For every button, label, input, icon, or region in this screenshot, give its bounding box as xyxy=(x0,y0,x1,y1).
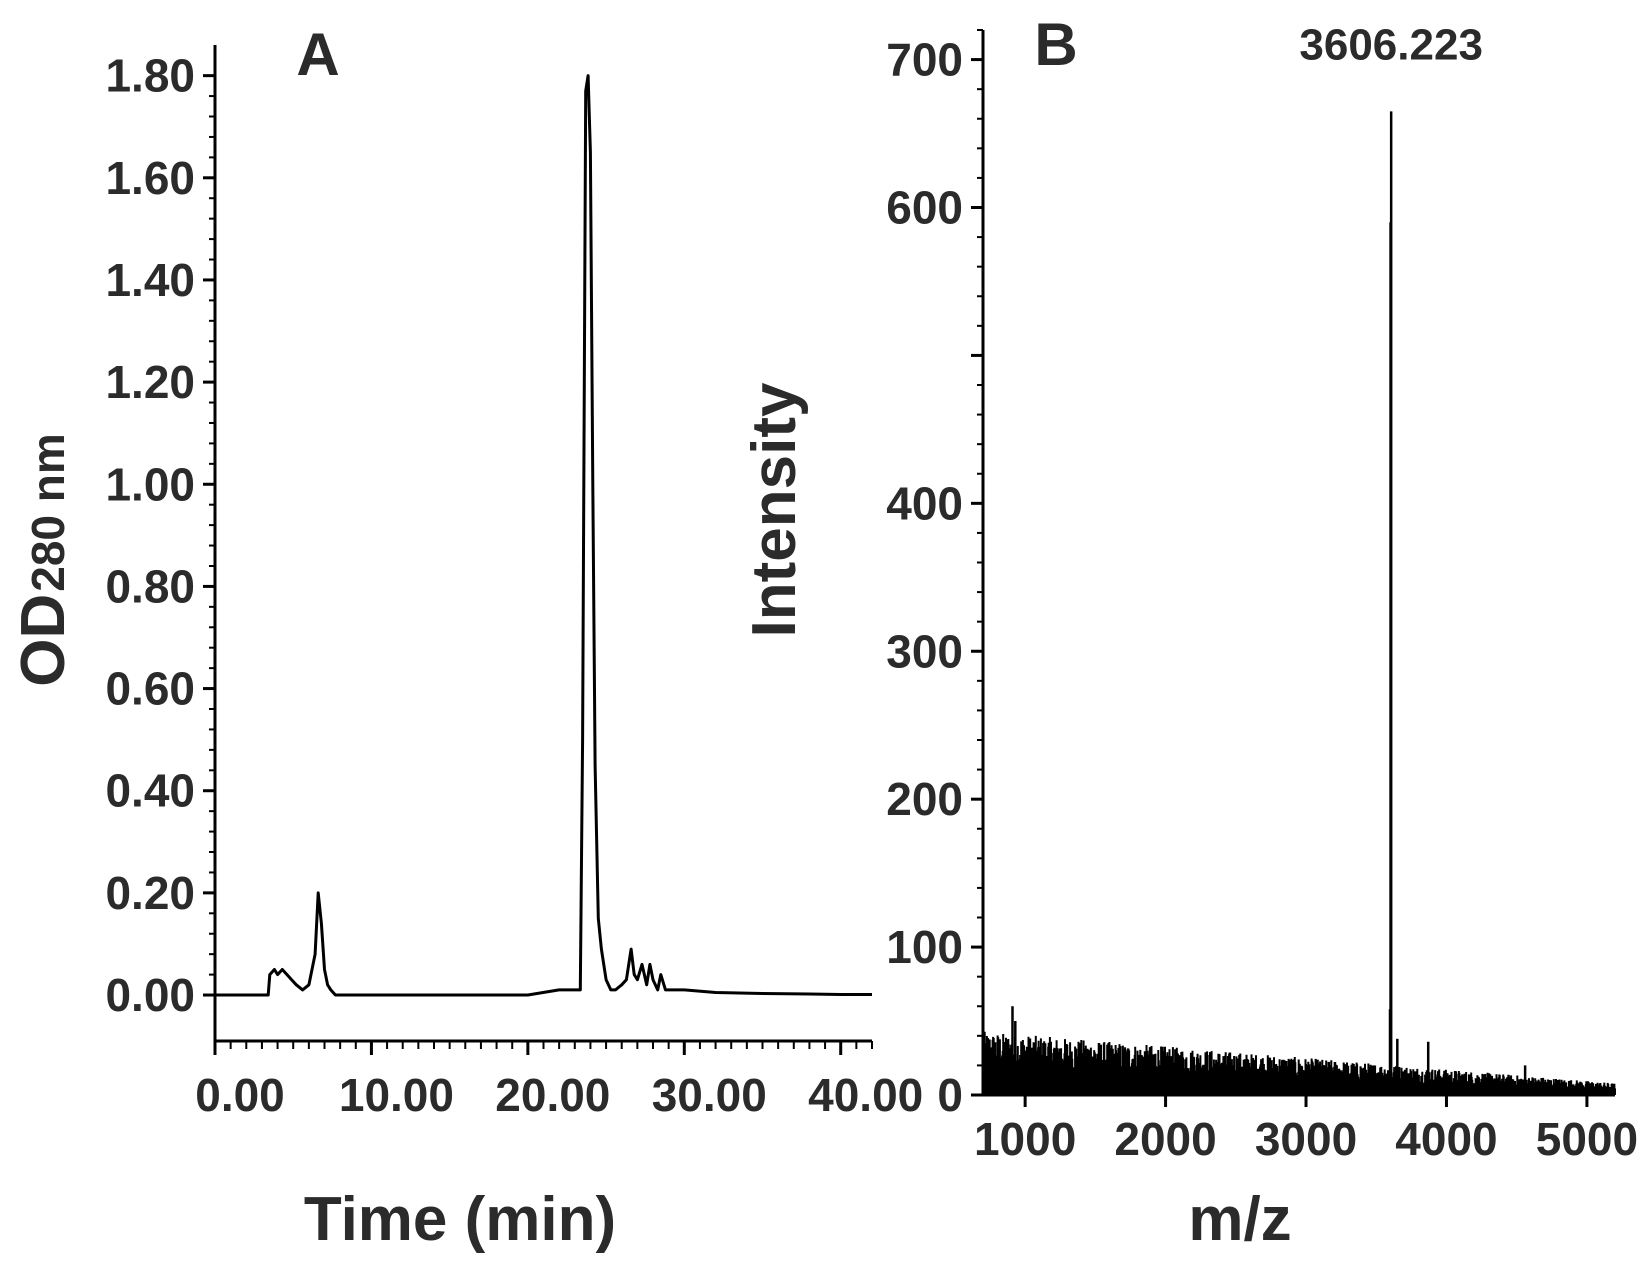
panel-a-x-axis-title: Time (min) xyxy=(304,1185,616,1254)
panel-a-y-tick-label: 0.80 xyxy=(105,560,195,612)
panel-a-x-tick-label: 40.00 xyxy=(808,1069,923,1121)
panel-a-x-ticks: 0.00 10.00 20.00 30.00 40.00 xyxy=(195,1041,923,1121)
panel-a-y-axis-title: OD280 nm xyxy=(9,433,78,687)
panel-b-x-tick-label: 2000 xyxy=(1114,1113,1216,1165)
panel-a-x-tick-label: 30.00 xyxy=(652,1069,767,1121)
panel-b-x-axis-title: m/z xyxy=(1188,1185,1291,1254)
panel-b-x-tick-label: 5000 xyxy=(1536,1113,1638,1165)
panel-b-y-ticks: 0 100 200 300 400 600 700 xyxy=(886,29,983,1121)
panel-b-x-ticks: 1000 2000 3000 4000 5000 xyxy=(974,1095,1638,1165)
panel-a-y-tick-label: 0.40 xyxy=(105,765,195,817)
panel-b-y-tick-label: 0 xyxy=(937,1069,963,1121)
panel-a-trace xyxy=(215,74,872,997)
panel-b-y-tick-label: 200 xyxy=(886,773,963,825)
panel-b-noise-trace xyxy=(982,1031,1616,1095)
panel-b-x-tick-label: 4000 xyxy=(1395,1113,1497,1165)
panel-a-y-ticks: 0.00 0.20 0.40 0.60 0.80 1.00 1.20 1.40 1.60 1.80 xyxy=(105,50,215,1021)
panel-a-x-tick-label: 0.00 xyxy=(195,1069,285,1121)
panel-b-peaks xyxy=(1011,111,1527,1095)
panel-b-y-tick-label: 700 xyxy=(886,34,963,86)
panel-b-noise-path xyxy=(982,1031,1616,1095)
panel-a-y-tick-label: 1.40 xyxy=(105,254,195,306)
panel-b-x-tick-label: 1000 xyxy=(974,1113,1076,1165)
panel-a-y-tick-label: 1.00 xyxy=(105,458,195,510)
panel-b-peak-label: 3606.223 xyxy=(1299,21,1483,70)
panel-a-chromatogram: A 0.00 0.20 0.40 0.60 0.80 1.00 1.20 1.40 1.60 1.… xyxy=(9,21,923,1254)
panel-b-y-axis-title: Intensity xyxy=(740,382,809,637)
panel-b-y-tick-label: 100 xyxy=(886,921,963,973)
panel-a-y-axis-title-main: OD xyxy=(9,594,78,687)
panel-a-x-tick-label: 10.00 xyxy=(339,1069,454,1121)
panel-b-y-tick-label: 600 xyxy=(886,182,963,234)
panel-a-y-tick-label: 1.20 xyxy=(105,356,195,408)
panel-a-y-tick-label: 0.20 xyxy=(105,867,195,919)
panel-b-letter: B xyxy=(1034,11,1077,78)
panel-a-x-tick-label: 20.00 xyxy=(495,1069,610,1121)
panel-a-y-tick-label: 1.60 xyxy=(105,152,195,204)
panel-a-y-axis-title-sub: 280 nm xyxy=(22,433,74,592)
panel-a-y-tick-label: 1.80 xyxy=(105,50,195,102)
panel-a-y-tick-label: 0.60 xyxy=(105,663,195,715)
panel-a-y-tick-label: 0.00 xyxy=(105,969,195,1021)
panel-b-x-tick-label: 3000 xyxy=(1255,1113,1357,1165)
panel-a-letter: A xyxy=(296,21,339,88)
panel-b-y-tick-label: 400 xyxy=(886,477,963,529)
panel-b-mass-spectrum: B 0 100 200 300 400 600 700 1000 2000 3000 4000 50… xyxy=(740,11,1638,1254)
panel-b-y-tick-label: 300 xyxy=(886,625,963,677)
